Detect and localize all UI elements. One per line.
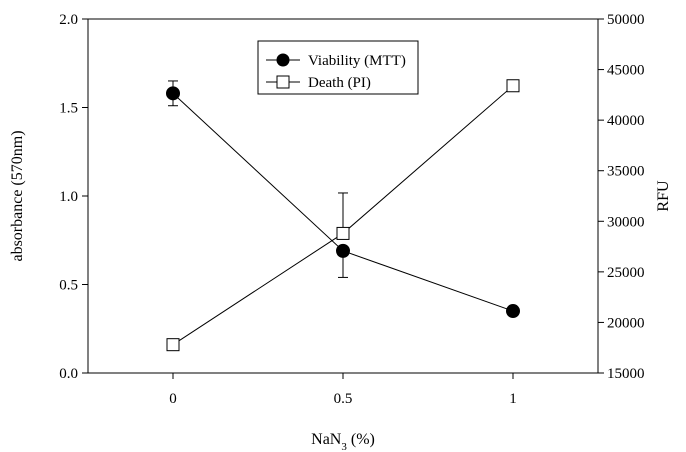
legend-death-marker xyxy=(276,75,290,89)
right-y-axis: 15000 20000 25000 30000 35000 40000 45000 50000 xyxy=(598,12,645,382)
right-tick-label: 50000 xyxy=(607,12,645,28)
x-axis-title-subscript: 3 xyxy=(341,441,347,452)
viability-data-point xyxy=(506,304,520,319)
left-tick-label: 0.5 xyxy=(59,278,78,294)
legend-viability-label: Viability (MTT) xyxy=(308,53,406,69)
x-tick-label: 1 xyxy=(509,391,517,407)
x-axis-title-suffix: (%) xyxy=(347,431,375,448)
left-tick-label: 0.0 xyxy=(59,366,78,382)
right-tick-label: 20000 xyxy=(607,315,645,331)
death-data-point xyxy=(506,79,520,93)
right-tick-label: 40000 xyxy=(607,113,645,129)
left-y-axis: 0.0 0.5 1.0 1.5 2.0 xyxy=(59,12,88,382)
x-tick-label: 0 xyxy=(169,391,177,407)
viability-data-point xyxy=(336,243,350,258)
right-tick-label: 25000 xyxy=(607,265,645,281)
x-axis-title: NaN3 (%) xyxy=(311,431,375,452)
right-tick-label: 15000 xyxy=(607,366,645,382)
legend-viability-marker xyxy=(276,53,290,67)
left-tick-label: 2.0 xyxy=(59,12,78,28)
right-tick-label: 35000 xyxy=(607,164,645,180)
left-axis-title: absorbance (570nm) xyxy=(9,130,26,261)
left-tick-label: 1.0 xyxy=(59,189,78,205)
x-axis-title-base: NaN xyxy=(311,431,342,448)
death-data-point xyxy=(166,338,180,352)
left-tick-label: 1.5 xyxy=(59,101,78,117)
viability-data-point xyxy=(166,86,180,101)
x-axis: 0 0.5 1 xyxy=(169,373,517,407)
legend-death-label: Death (PI) xyxy=(308,75,371,91)
right-tick-label: 45000 xyxy=(607,63,645,79)
legend: Viability (MTT) Death (PI) xyxy=(257,40,419,95)
series-layer xyxy=(166,79,520,352)
right-axis-title: RFU xyxy=(655,180,672,212)
x-tick-label: 0.5 xyxy=(334,391,353,407)
death-data-point xyxy=(336,226,350,240)
right-tick-label: 30000 xyxy=(607,214,645,230)
